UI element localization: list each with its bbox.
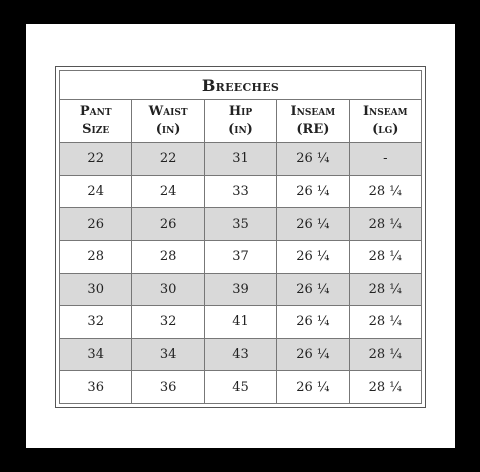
table-cell: 26 ¼ [276, 305, 350, 339]
header-inseam-re: Inseam (RE) [276, 99, 350, 143]
header-pant-size: Pant Size [58, 99, 133, 143]
table-cell: 30 [131, 272, 205, 307]
table-row: 22 22 31 26 ¼ - [58, 142, 423, 176]
picture-frame: Breeches Pant Size Waist (in) Hip (in) Inse… [26, 24, 455, 448]
table-cell: 34 [131, 337, 205, 372]
table-cell: 24 [131, 174, 205, 209]
table-cell: 28 ¼ [348, 272, 423, 307]
table-row: 34 34 43 26 ¼ 28 ¼ [58, 337, 423, 372]
table-cell: 22 [131, 142, 205, 176]
table-cell: 33 [203, 174, 278, 209]
table-cell: 28 ¼ [348, 370, 423, 404]
table-cell: 26 [131, 207, 205, 241]
table-cell: 24 [58, 174, 133, 209]
table-row: 30 30 39 26 ¼ 28 ¼ [58, 272, 423, 307]
table-row: 26 26 35 26 ¼ 28 ¼ [58, 207, 423, 241]
table-row: 32 32 41 26 ¼ 28 ¼ [58, 305, 423, 339]
header-row: Pant Size Waist (in) Hip (in) Inseam (RE) In… [58, 99, 423, 143]
table-cell: 28 ¼ [348, 207, 423, 241]
size-table: Breeches Pant Size Waist (in) Hip (in) Inse… [58, 70, 423, 404]
header-inseam-lg: Inseam (lg) [348, 99, 423, 143]
table-cell: 36 [131, 370, 205, 404]
table-cell: 45 [203, 370, 278, 404]
table-row: 24 24 33 26 ¼ 28 ¼ [58, 174, 423, 209]
table-cell: 28 ¼ [348, 337, 423, 372]
table-cell: - [348, 142, 423, 176]
table-cell: 28 ¼ [348, 239, 423, 274]
table-cell: 26 ¼ [276, 272, 350, 307]
table-cell: 26 ¼ [276, 174, 350, 209]
table-cell: 34 [58, 337, 133, 372]
table-cell: 26 [58, 207, 133, 241]
table-cell: 26 ¼ [276, 142, 350, 176]
header-hip: Hip (in) [203, 99, 278, 143]
table-cell: 28 ¼ [348, 174, 423, 209]
table-cell: 28 [131, 239, 205, 274]
table-cell: 28 [58, 239, 133, 274]
table-cell: 26 ¼ [276, 239, 350, 274]
table-title: Breeches [59, 70, 422, 100]
table-cell: 41 [203, 305, 278, 339]
table-cell: 32 [58, 305, 133, 339]
table-cell: 36 [58, 370, 133, 404]
table-cell: 30 [58, 272, 133, 307]
table-cell: 32 [131, 305, 205, 339]
table-row: 28 28 37 26 ¼ 28 ¼ [58, 239, 423, 274]
table-cell: 37 [203, 239, 278, 274]
size-chart: Breeches Pant Size Waist (in) Hip (in) Inse… [55, 66, 426, 408]
table-row: 36 36 45 26 ¼ 28 ¼ [58, 370, 423, 404]
table-cell: 35 [203, 207, 278, 241]
table-cell: 39 [203, 272, 278, 307]
table-cell: 22 [58, 142, 133, 176]
table-cell: 26 ¼ [276, 207, 350, 241]
table-cell: 43 [203, 337, 278, 372]
header-waist: Waist (in) [131, 99, 205, 143]
table-cell: 28 ¼ [348, 305, 423, 339]
table-cell: 31 [203, 142, 278, 176]
table-cell: 26 ¼ [276, 337, 350, 372]
table-cell: 26 ¼ [276, 370, 350, 404]
